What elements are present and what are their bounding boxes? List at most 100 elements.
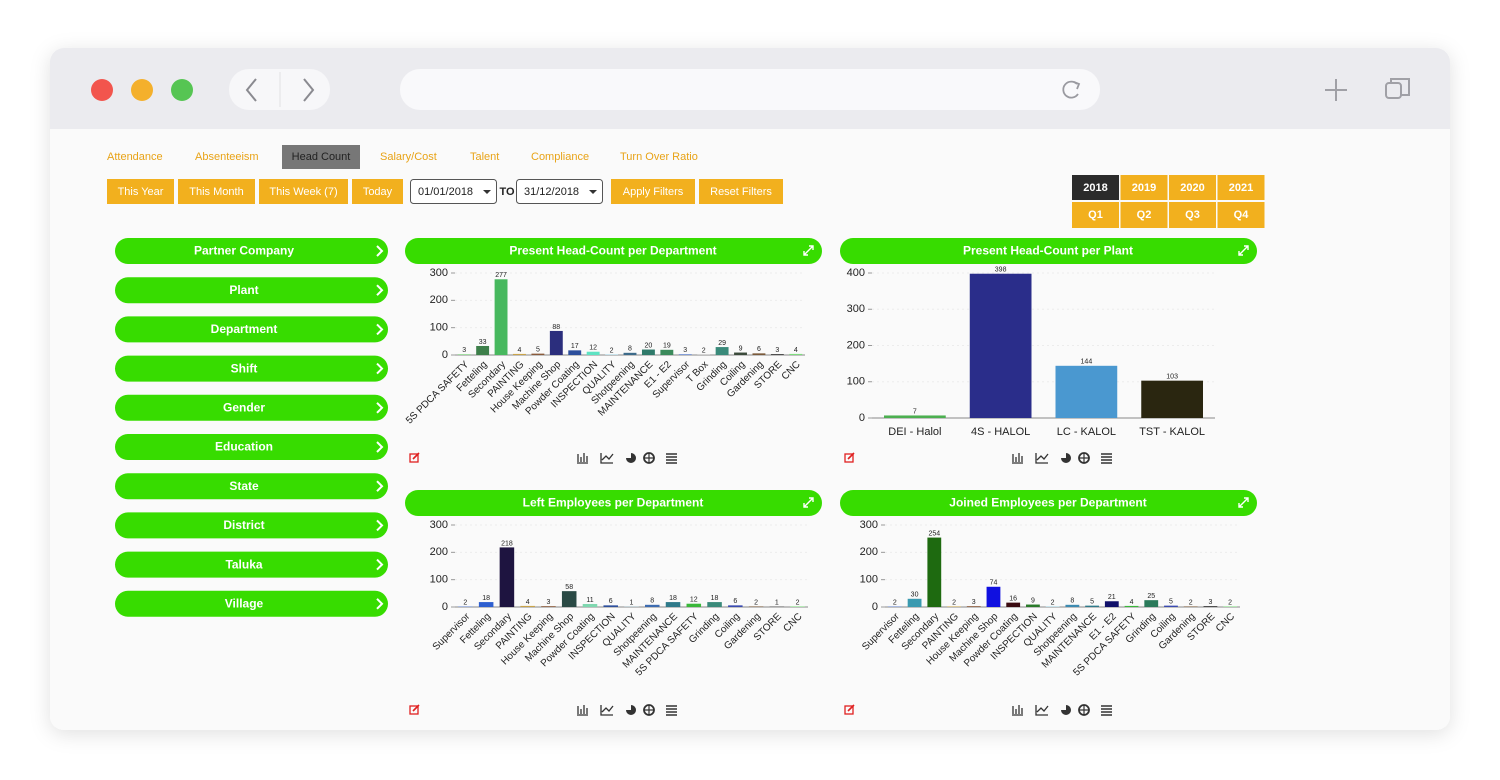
year-button[interactable] (1169, 175, 1216, 200)
tab[interactable]: Absenteeism (195, 151, 259, 163)
value-label: 74 (990, 580, 998, 587)
pie-icon[interactable] (1061, 705, 1071, 715)
sidebar-button[interactable] (115, 512, 388, 539)
tab[interactable]: Turn Over Ratio (620, 151, 698, 163)
year-button[interactable] (1072, 175, 1119, 200)
value-label: 6 (733, 598, 737, 605)
tab[interactable]: Attendance (107, 151, 163, 163)
quarter-button[interactable] (1072, 202, 1119, 228)
sidebar-label: Shift (231, 361, 258, 375)
quarter-button[interactable] (1169, 202, 1216, 228)
dropdown-arrow (483, 190, 491, 194)
address-bar[interactable] (400, 69, 1100, 110)
table-icon[interactable] (666, 453, 677, 464)
value-label: 25 (1147, 593, 1155, 600)
filter-button[interactable] (259, 179, 348, 204)
filter-button[interactable] (107, 179, 174, 204)
sidebar-button[interactable] (115, 590, 388, 617)
minimize-button[interactable] (131, 79, 153, 101)
bar-icon[interactable] (577, 705, 588, 716)
tab[interactable]: Compliance (531, 151, 589, 163)
reset-button[interactable] (699, 179, 783, 204)
bar (1144, 600, 1159, 607)
value-label: 33 (479, 339, 487, 346)
pie-icon[interactable] (626, 453, 636, 463)
pie-icon[interactable] (626, 705, 636, 715)
table-icon[interactable] (1101, 705, 1112, 716)
line-icon[interactable] (1035, 453, 1049, 464)
reload-button[interactable] (1062, 80, 1079, 99)
bar-icon[interactable] (1012, 705, 1023, 716)
sidebar-button[interactable] (115, 316, 388, 343)
y-tick-label: 100 (430, 574, 448, 586)
expand-icon[interactable] (803, 497, 814, 508)
quarter-button[interactable] (1217, 202, 1265, 228)
year-label: 2020 (1180, 182, 1204, 194)
apply-button[interactable] (611, 179, 695, 204)
sidebar-button[interactable] (115, 355, 388, 382)
expand-icon[interactable] (1238, 497, 1249, 508)
line-icon[interactable] (600, 453, 614, 464)
y-tick-label: 0 (442, 349, 448, 361)
value-label: 2 (1189, 599, 1193, 606)
tab-active[interactable]: Head Count (292, 151, 351, 163)
value-label: 2 (754, 599, 758, 606)
edit-icon[interactable] (844, 705, 854, 715)
value-label: 1 (775, 600, 779, 607)
date-from[interactable] (410, 179, 497, 204)
table-icon[interactable] (666, 705, 677, 716)
new-tab-button[interactable] (1325, 79, 1347, 101)
bar (603, 605, 619, 607)
tab[interactable]: Talent (470, 151, 499, 163)
expand-icon[interactable] (1238, 245, 1249, 256)
close-button[interactable] (91, 79, 113, 101)
edit-icon[interactable] (409, 453, 419, 463)
y-tick-label: 300 (860, 519, 878, 531)
expand-icon[interactable] (803, 245, 814, 256)
table-icon[interactable] (1101, 453, 1112, 464)
sidebar-label: Village (225, 596, 264, 610)
date-to[interactable] (516, 179, 603, 204)
tab[interactable]: Salary/Cost (380, 151, 437, 163)
bar (660, 349, 674, 355)
sidebar-button[interactable] (115, 434, 388, 460)
bar (641, 349, 655, 355)
edit-icon[interactable] (409, 705, 419, 715)
value-label: 2 (610, 347, 614, 354)
pie-icon[interactable] (1061, 453, 1071, 463)
filter-button[interactable] (178, 179, 255, 204)
sidebar-button[interactable] (115, 277, 388, 304)
y-tick-label: 300 (430, 267, 448, 279)
tabs-button[interactable] (1385, 82, 1402, 99)
bar-icon[interactable] (1012, 453, 1023, 464)
bar (790, 606, 805, 607)
sidebar-label: State (229, 479, 259, 493)
y-tick-label: 400 (847, 267, 865, 279)
y-tick-label: 100 (430, 322, 448, 334)
bar (1203, 606, 1218, 607)
line-icon[interactable] (1035, 705, 1049, 716)
quarter-button[interactable] (1120, 202, 1168, 228)
year-button[interactable] (1120, 175, 1168, 200)
sidebar-button[interactable] (115, 473, 388, 500)
forward-button[interactable] (303, 78, 315, 102)
edit-icon[interactable] (844, 453, 854, 463)
y-tick-label: 200 (860, 546, 878, 558)
bar (1141, 380, 1203, 418)
sidebar-button[interactable] (115, 394, 388, 421)
value-label: 277 (495, 272, 507, 279)
year-button[interactable] (1217, 175, 1265, 200)
value-label: 2 (1051, 599, 1055, 606)
sidebar-button[interactable] (115, 238, 388, 264)
back-button[interactable] (245, 78, 257, 102)
value-label: 11 (586, 597, 593, 604)
filter-button[interactable] (352, 179, 403, 204)
bar (1223, 606, 1238, 607)
bar-icon[interactable] (577, 453, 588, 464)
sidebar-button[interactable] (115, 551, 388, 578)
maximize-button[interactable] (171, 79, 193, 101)
bar (478, 602, 494, 607)
line-icon[interactable] (600, 705, 614, 716)
bar (1183, 606, 1198, 607)
value-label: 3 (683, 347, 687, 354)
